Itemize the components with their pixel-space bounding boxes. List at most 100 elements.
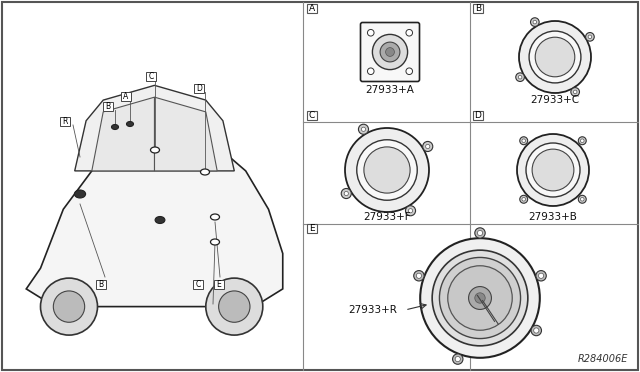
Circle shape	[452, 354, 463, 364]
Circle shape	[364, 147, 410, 193]
Circle shape	[588, 35, 592, 39]
Circle shape	[532, 149, 574, 191]
Circle shape	[522, 198, 525, 201]
Circle shape	[455, 356, 460, 362]
FancyBboxPatch shape	[60, 117, 70, 126]
Text: C: C	[309, 111, 315, 120]
Circle shape	[416, 273, 422, 278]
Circle shape	[53, 291, 84, 322]
FancyBboxPatch shape	[194, 84, 204, 93]
Ellipse shape	[211, 214, 220, 220]
Circle shape	[529, 31, 581, 83]
Circle shape	[367, 68, 374, 74]
Text: E: E	[309, 224, 315, 233]
FancyBboxPatch shape	[146, 72, 156, 81]
Circle shape	[526, 143, 580, 197]
Circle shape	[533, 20, 536, 24]
FancyBboxPatch shape	[307, 4, 317, 13]
Text: C: C	[195, 280, 200, 289]
Text: B: B	[106, 102, 111, 111]
FancyBboxPatch shape	[193, 280, 204, 289]
Ellipse shape	[150, 147, 159, 153]
Text: E: E	[216, 280, 221, 289]
Text: 27933+B: 27933+B	[529, 212, 577, 222]
Circle shape	[475, 228, 485, 238]
Polygon shape	[26, 129, 283, 307]
Circle shape	[420, 238, 540, 358]
Circle shape	[422, 141, 433, 151]
Text: 27933+C: 27933+C	[531, 95, 580, 105]
Circle shape	[573, 90, 577, 94]
Circle shape	[440, 257, 520, 339]
FancyBboxPatch shape	[360, 22, 419, 81]
Circle shape	[517, 134, 589, 206]
Circle shape	[579, 137, 586, 145]
Circle shape	[345, 128, 429, 212]
Text: B: B	[99, 280, 104, 289]
Polygon shape	[92, 97, 154, 171]
Circle shape	[426, 144, 430, 148]
FancyBboxPatch shape	[307, 224, 317, 233]
Circle shape	[406, 29, 413, 36]
Circle shape	[341, 189, 351, 199]
Text: 27933+A: 27933+A	[365, 85, 415, 95]
Circle shape	[413, 270, 424, 281]
Text: C: C	[148, 72, 154, 81]
Circle shape	[432, 250, 528, 346]
Text: 27933+F: 27933+F	[363, 212, 411, 222]
Circle shape	[206, 278, 263, 335]
Circle shape	[538, 273, 544, 278]
Circle shape	[586, 32, 594, 41]
Circle shape	[468, 286, 492, 310]
Circle shape	[362, 127, 365, 131]
Circle shape	[406, 206, 415, 216]
Ellipse shape	[155, 217, 165, 224]
Circle shape	[534, 328, 539, 333]
FancyBboxPatch shape	[307, 111, 317, 120]
FancyBboxPatch shape	[214, 280, 224, 289]
Text: 27933+R: 27933+R	[348, 305, 397, 315]
FancyBboxPatch shape	[121, 92, 131, 101]
Circle shape	[580, 139, 584, 142]
Ellipse shape	[111, 125, 118, 129]
FancyBboxPatch shape	[473, 111, 483, 120]
Circle shape	[358, 124, 369, 134]
Circle shape	[408, 209, 413, 213]
Polygon shape	[154, 97, 217, 171]
Text: R284006E: R284006E	[578, 354, 628, 364]
Circle shape	[477, 230, 483, 235]
Text: D: D	[196, 84, 202, 93]
Text: R: R	[62, 117, 68, 126]
Text: A: A	[124, 92, 129, 101]
Circle shape	[536, 270, 547, 281]
Circle shape	[516, 73, 524, 81]
Polygon shape	[75, 85, 234, 171]
Circle shape	[579, 195, 586, 203]
Text: A: A	[309, 4, 315, 13]
Ellipse shape	[200, 169, 209, 175]
Circle shape	[219, 291, 250, 322]
Ellipse shape	[74, 190, 86, 198]
Circle shape	[380, 42, 400, 62]
Circle shape	[571, 87, 579, 96]
Circle shape	[518, 76, 522, 79]
Circle shape	[406, 68, 413, 74]
Circle shape	[448, 266, 512, 330]
Text: D: D	[475, 111, 481, 120]
Circle shape	[580, 198, 584, 201]
Circle shape	[475, 293, 485, 303]
FancyBboxPatch shape	[102, 102, 113, 111]
Circle shape	[531, 325, 541, 336]
Text: B: B	[475, 4, 481, 13]
Circle shape	[519, 21, 591, 93]
FancyBboxPatch shape	[96, 280, 106, 289]
Circle shape	[344, 192, 348, 196]
Circle shape	[520, 195, 528, 203]
FancyBboxPatch shape	[473, 4, 483, 13]
Circle shape	[40, 278, 97, 335]
Circle shape	[535, 37, 575, 77]
Circle shape	[531, 18, 539, 26]
Circle shape	[356, 140, 417, 200]
Circle shape	[367, 29, 374, 36]
Ellipse shape	[127, 122, 134, 126]
